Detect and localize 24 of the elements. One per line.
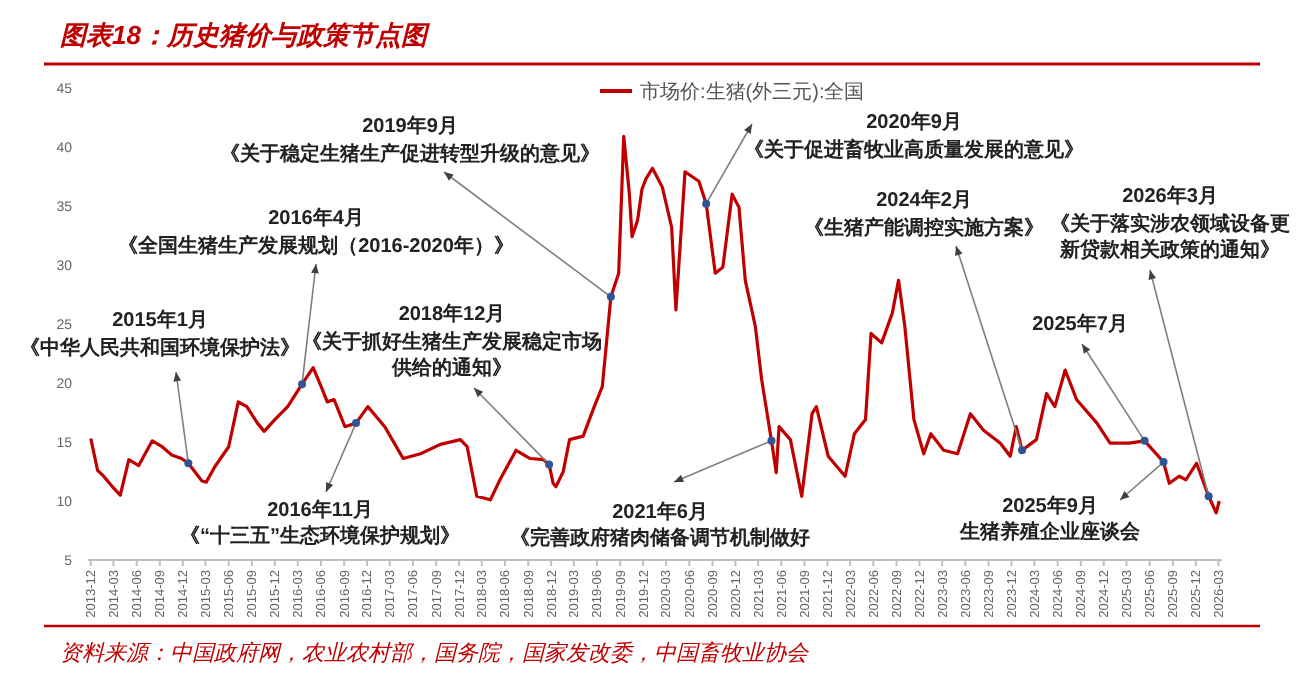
- annotation: 《关于落实涉农领域设备更新贷款相关政策的通知》: [1050, 212, 1290, 262]
- annotation: 生猪养殖企业座谈会: [958, 520, 1142, 544]
- annotation: 《中华人民共和国环境保护法》: [20, 336, 300, 360]
- annotation: 《全国生猪生产发展规划（2016-2020年）》: [118, 234, 514, 258]
- annotation: 《关于促进畜牧业高质量发展的意见》: [744, 138, 1084, 162]
- source: 资料来源：中国政府网，农业农村部，国务院，国家发改委，中国畜牧业协会: [60, 642, 808, 666]
- annotation: 2026年3月: [1122, 184, 1218, 208]
- annotation: 《生猪产能调控实施方案》: [804, 216, 1044, 240]
- annotation: 2016年4月: [268, 206, 364, 230]
- annotation: 《关于抓好生猪生产发展稳定市场供给的通知》: [302, 330, 602, 380]
- annotation: 《“十三五”生态环境保护规划》: [180, 524, 460, 548]
- annotation: 《完善政府猪肉储备调节机制做好: [510, 526, 810, 550]
- annotation: 2015年1月: [112, 308, 208, 332]
- annotation: 2020年9月: [866, 110, 962, 134]
- annotation: 2025年9月: [1002, 494, 1098, 518]
- annotation: 2025年7月: [1032, 312, 1128, 336]
- title: 图表18：历史猪价与政策节点图: [60, 20, 427, 50]
- legend-label: 市场价:生猪(外三元):全国: [640, 80, 865, 104]
- annotation: 2018年12月: [398, 302, 506, 326]
- annotation: 《关于稳定生猪生产促进转型升级的意见》: [220, 142, 600, 166]
- annotation: 2019年9月: [362, 114, 458, 138]
- annotation: 2016年11月: [267, 498, 373, 522]
- annotation: 2021年6月: [612, 500, 708, 524]
- annotation: 2024年2月: [876, 188, 972, 212]
